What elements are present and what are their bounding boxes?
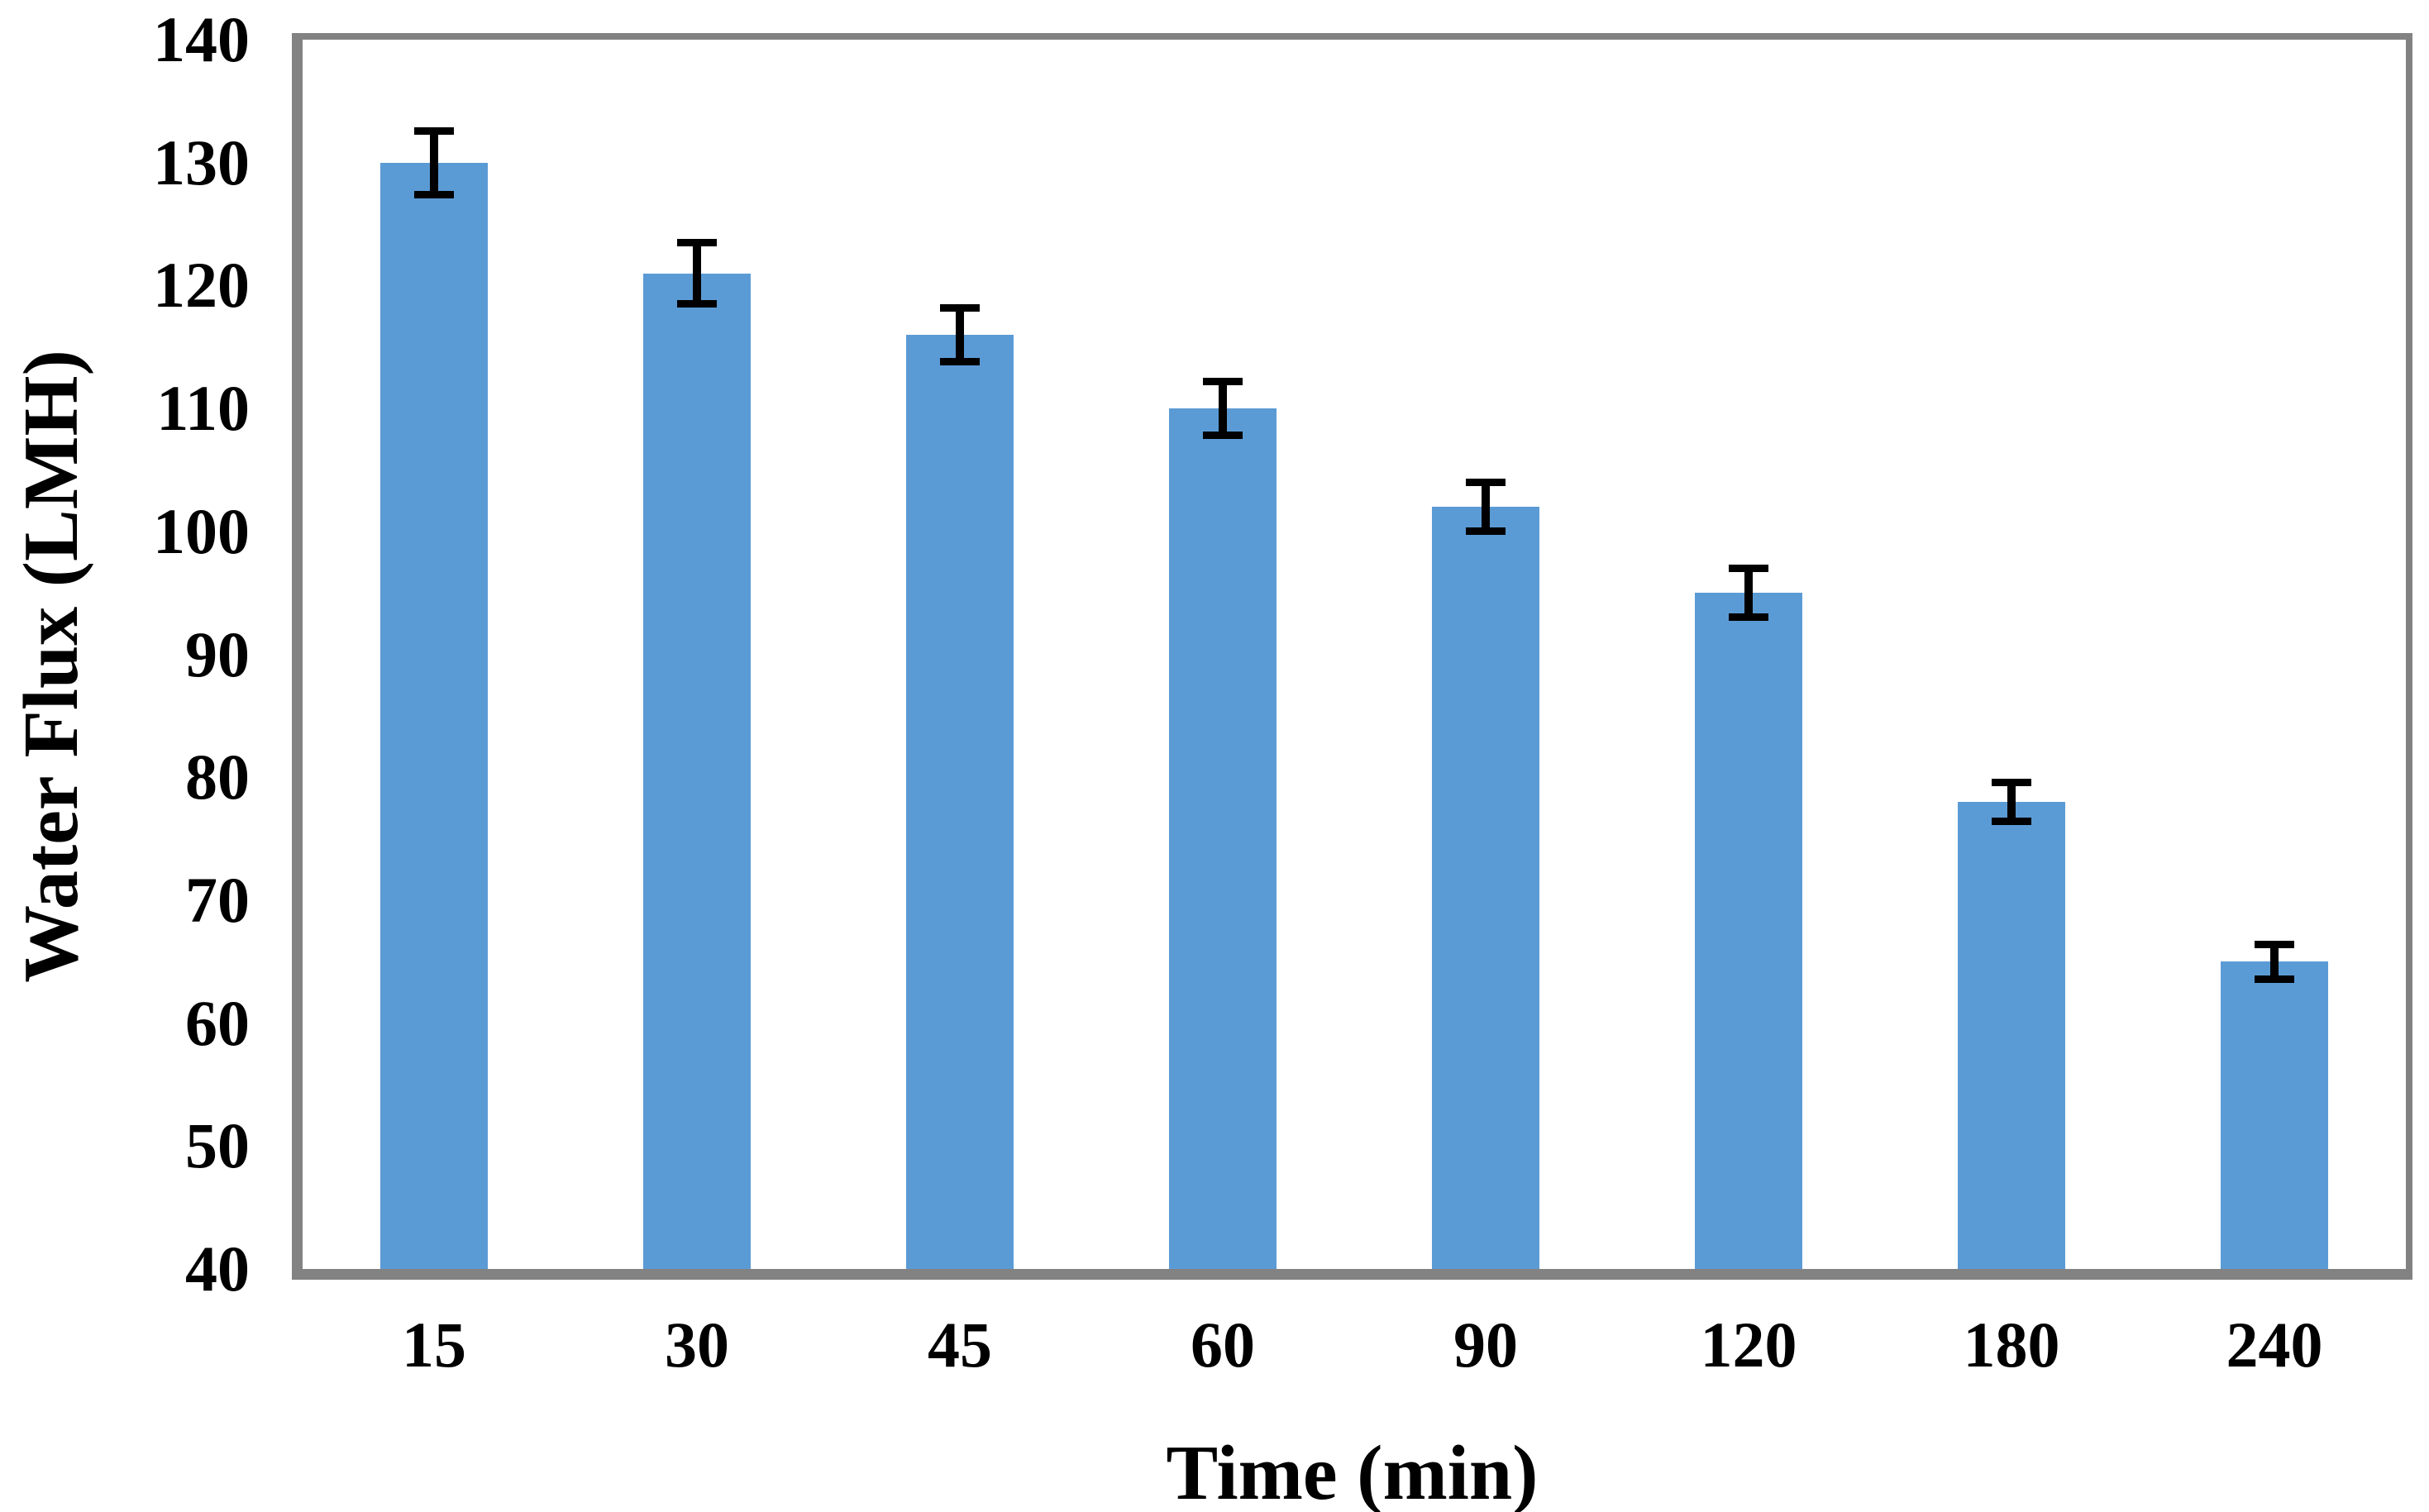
bar-240-min [2221,961,2328,1269]
error-cap-top-30-min [677,238,717,246]
bar-45-min [906,334,1014,1269]
y-tick-label-120: 120 [153,249,250,322]
error-bar-180-min [2007,782,2016,822]
bar-15-min [380,162,488,1269]
x-tick-label-90: 90 [1453,1309,1518,1381]
plot-area [292,33,2412,1280]
error-cap-bottom-30-min [677,300,717,308]
error-cap-bottom-120-min [1729,613,1768,622]
error-cap-top-120-min [1729,564,1768,572]
error-cap-top-60-min [1203,377,1243,385]
error-bar-45-min [956,308,964,362]
x-axis-title: Time (min) [1166,1430,1539,1512]
error-cap-top-15-min [414,126,454,135]
error-cap-top-90-min [1466,478,1506,486]
x-tick-label-180: 180 [1963,1309,2060,1381]
x-tick-label-60: 60 [1191,1309,1255,1381]
error-bar-120-min [1744,568,1753,618]
plot-inner-region [303,40,2406,1269]
error-bar-90-min [1482,482,1490,532]
error-cap-bottom-240-min [2255,975,2294,983]
bar-60-min [1169,408,1277,1269]
error-bar-240-min [2270,944,2279,980]
error-bar-60-min [1219,381,1227,436]
error-cap-bottom-60-min [1203,432,1243,440]
error-cap-top-240-min [2255,940,2294,948]
error-cap-bottom-180-min [1992,818,2031,826]
y-tick-label-130: 130 [153,126,250,198]
y-tick-label-40: 40 [185,1233,250,1305]
bar-90-min [1432,507,1539,1269]
x-tick-label-15: 15 [402,1309,466,1381]
y-tick-label-80: 80 [185,741,250,813]
bar-180-min [1958,801,2065,1269]
y-tick-label-50: 50 [185,1109,250,1182]
y-tick-label-70: 70 [185,863,250,936]
x-tick-label-45: 45 [928,1309,992,1381]
y-tick-label-140: 140 [153,3,250,75]
error-cap-bottom-45-min [940,358,980,366]
error-cap-top-45-min [940,303,980,312]
x-tick-label-120: 120 [1700,1309,1797,1381]
y-tick-label-100: 100 [153,494,250,567]
error-cap-bottom-15-min [414,190,454,198]
error-bar-15-min [430,131,438,195]
x-tick-label-30: 30 [665,1309,729,1381]
y-tick-label-90: 90 [185,618,250,690]
x-tick-label-240: 240 [2226,1309,2323,1381]
y-tick-label-60: 60 [185,986,250,1059]
error-cap-bottom-90-min [1466,527,1506,536]
error-cap-top-180-min [1992,778,2031,786]
error-bar-30-min [693,242,701,304]
y-tick-label-110: 110 [156,372,250,445]
bar-120-min [1695,593,1802,1269]
bar-30-min [643,273,751,1269]
